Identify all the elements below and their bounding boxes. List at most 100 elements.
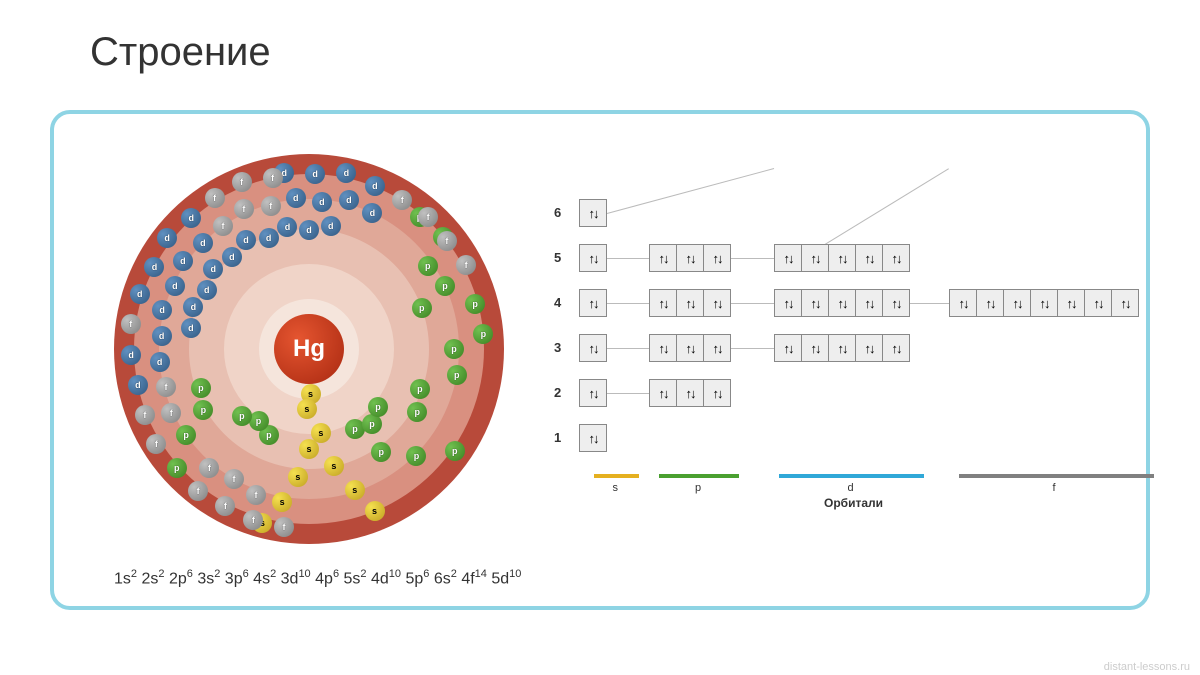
- electron-p: p: [232, 406, 252, 426]
- electron-p: p: [368, 397, 388, 417]
- electron-f: f: [213, 216, 233, 236]
- electron-p: p: [473, 324, 493, 344]
- electron-p: p: [418, 256, 438, 276]
- electron-p: p: [435, 276, 455, 296]
- orbital-box: ↑↓: [828, 244, 856, 272]
- electron-s: s: [272, 492, 292, 512]
- connector: [607, 348, 649, 349]
- orbital-box: ↑↓: [801, 334, 829, 362]
- electron-d: d: [365, 176, 385, 196]
- electron-f: f: [232, 172, 252, 192]
- legend-label-p: p: [695, 482, 701, 494]
- orbital-box: ↑↓: [828, 289, 856, 317]
- orbital-4d: ↑↓↑↓↑↓↑↓↑↓: [774, 289, 909, 317]
- orbital-5p: ↑↓↑↓↑↓: [649, 244, 730, 272]
- electron-f: f: [263, 168, 283, 188]
- legend-label-s: s: [613, 482, 619, 494]
- orbital-box: ↑↓: [1111, 289, 1139, 317]
- orbital-box: ↑↓: [649, 289, 677, 317]
- electron-s: s: [299, 439, 319, 459]
- connector: [607, 168, 774, 214]
- connector: [607, 258, 649, 259]
- level-label-5: 5: [554, 250, 561, 265]
- orbital-4p: ↑↓↑↓↑↓: [649, 289, 730, 317]
- legend-bar-p: [659, 474, 739, 478]
- electron-d: d: [286, 188, 306, 208]
- orbital-box: ↑↓: [579, 334, 607, 362]
- electron-d: d: [130, 284, 150, 304]
- electron-d: d: [321, 216, 341, 236]
- level-label-1: 1: [554, 430, 561, 445]
- electron-configuration: 1s2 2s2 2p6 3s2 3p6 4s2 3d10 4p6 5s2 4d1…: [114, 568, 521, 588]
- orbital-box: ↑↓: [579, 289, 607, 317]
- orbital-4s: ↑↓: [579, 289, 606, 317]
- orbital-box: ↑↓: [579, 199, 607, 227]
- orbital-box: ↑↓: [703, 379, 731, 407]
- orbital-box: ↑↓: [579, 244, 607, 272]
- content-panel: Hg ssssppppppssppppppddddddddddssppppppd…: [50, 110, 1150, 610]
- level-label-4: 4: [554, 295, 561, 310]
- electron-d: d: [259, 228, 279, 248]
- nucleus: Hg: [274, 314, 344, 384]
- electron-s: s: [297, 399, 317, 419]
- electron-f: f: [261, 196, 281, 216]
- electron-p: p: [444, 339, 464, 359]
- electron-d: d: [152, 326, 172, 346]
- orbital-box: ↑↓: [676, 244, 704, 272]
- orbital-box: ↑↓: [703, 334, 731, 362]
- orbital-6s: ↑↓: [579, 199, 606, 227]
- orbital-box: ↑↓: [774, 244, 802, 272]
- electron-d: d: [312, 192, 332, 212]
- electron-d: d: [236, 230, 256, 250]
- electron-d: d: [299, 220, 319, 240]
- orbital-box: ↑↓: [676, 289, 704, 317]
- orbital-5s: ↑↓: [579, 244, 606, 272]
- page-title: Строение: [90, 30, 271, 75]
- orbital-box: ↑↓: [949, 289, 977, 317]
- orbital-box: ↑↓: [579, 424, 607, 452]
- orbital-box: ↑↓: [855, 289, 883, 317]
- electron-s: s: [365, 501, 385, 521]
- orbital-box: ↑↓: [828, 334, 856, 362]
- orbital-box: ↑↓: [801, 244, 829, 272]
- orbital-box: ↑↓: [1003, 289, 1031, 317]
- electron-f: f: [224, 469, 244, 489]
- orbital-box: ↑↓: [976, 289, 1004, 317]
- orbital-box: ↑↓: [703, 244, 731, 272]
- orbital-box: ↑↓: [774, 289, 802, 317]
- orbital-1s: ↑↓: [579, 424, 606, 452]
- electron-s: s: [345, 480, 365, 500]
- orbital-box: ↑↓: [649, 244, 677, 272]
- legend-title: Орбитали: [824, 496, 883, 510]
- orbital-diagram: 123456↑↓↑↓↑↓↑↓↑↓↑↓↑↓↑↓↑↓↑↓↑↓↑↓↑↓↑↓↑↓↑↓↑↓…: [544, 154, 1164, 504]
- orbital-box: ↑↓: [855, 334, 883, 362]
- orbital-box: ↑↓: [703, 289, 731, 317]
- orbital-box: ↑↓: [676, 334, 704, 362]
- legend-label-d: d: [848, 482, 854, 494]
- connector: [607, 393, 649, 394]
- electron-p: p: [447, 365, 467, 385]
- orbital-3s: ↑↓: [579, 334, 606, 362]
- electron-s: s: [288, 467, 308, 487]
- connector: [607, 303, 649, 304]
- orbital-box: ↑↓: [855, 244, 883, 272]
- electron-d: d: [173, 251, 193, 271]
- electron-p: p: [407, 402, 427, 422]
- electron-d: d: [181, 318, 201, 338]
- orbital-3d: ↑↓↑↓↑↓↑↓↑↓: [774, 334, 909, 362]
- orbital-2p: ↑↓↑↓↑↓: [649, 379, 730, 407]
- electron-f: f: [205, 188, 225, 208]
- orbital-box: ↑↓: [1030, 289, 1058, 317]
- watermark: distant-lessons.ru: [1104, 661, 1190, 673]
- electron-d: d: [193, 233, 213, 253]
- orbital-box: ↑↓: [649, 379, 677, 407]
- electron-d: d: [197, 280, 217, 300]
- electron-d: d: [339, 190, 359, 210]
- electron-d: d: [150, 352, 170, 372]
- electron-d: d: [222, 247, 242, 267]
- level-label-6: 6: [554, 205, 561, 220]
- electron-f: f: [199, 458, 219, 478]
- electron-f: f: [418, 207, 438, 227]
- legend-bar-s: [594, 474, 639, 478]
- legend-bar-f: [959, 474, 1154, 478]
